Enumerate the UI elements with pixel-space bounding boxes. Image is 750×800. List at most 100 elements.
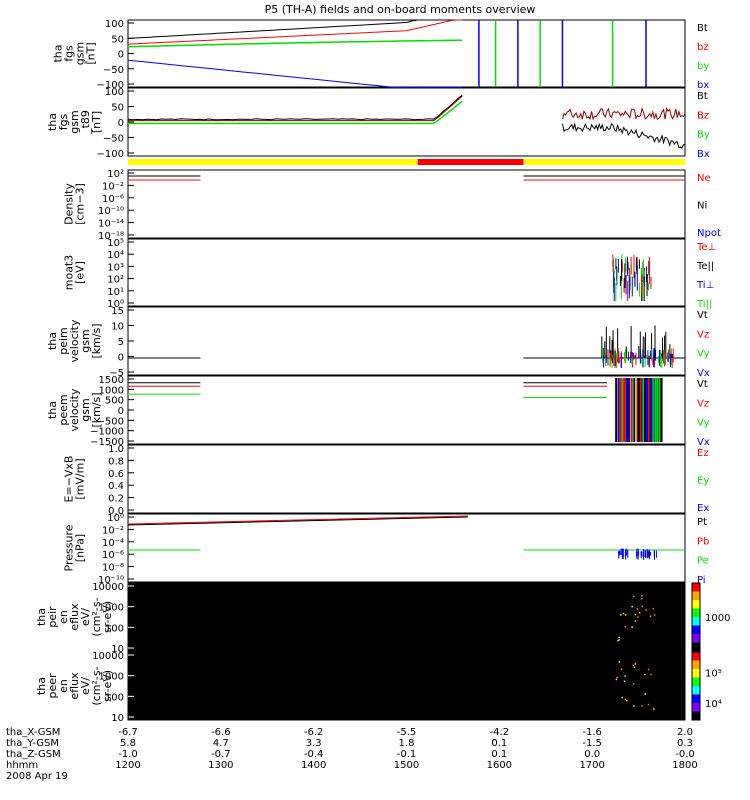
y-tick-label: 1500 (99, 375, 124, 386)
spectrogram-pixel (621, 696, 623, 699)
y-tick-label: 1000 (99, 603, 124, 614)
colorbar-segment (692, 694, 700, 704)
x-row-value: 3.3 (306, 738, 322, 749)
x-row-value: -6.2 (304, 727, 324, 738)
y-tick-label: −1000 (90, 427, 124, 438)
panels: 100500−50−100thafgsgsm[nT]Btbzbybx100500… (35, 19, 730, 724)
spectrogram-pixel (650, 673, 652, 676)
y-tick-label: 10000 (92, 651, 124, 662)
panel-2: 100 50 0 −50 −100 thafgsgsm_t89[nT] Bt Bz By Bx (46, 87, 710, 160)
y-axis-label-line: fgs (57, 113, 70, 130)
y-tick-label: 0 (118, 353, 124, 364)
spectrogram-pixel (618, 636, 620, 639)
legend-entry: Bt (697, 23, 708, 34)
mode-bar-burst (417, 159, 524, 165)
y-axis-label-line: [nT] (85, 42, 98, 64)
legend-entry: Ez (697, 448, 709, 459)
y-axis-label-line: eV/ (79, 608, 92, 626)
y-tick-label: 0 (118, 118, 124, 129)
y-tick-label: 50 (111, 103, 124, 114)
spectrogram-pixel (632, 682, 635, 685)
legend-entry: Npot (697, 228, 721, 239)
y-tick-label: 0.4 (108, 481, 124, 492)
spectrogram-pixel (624, 614, 627, 616)
y-axis-label-line: gsm (68, 110, 81, 133)
spectrogram-pixel (625, 699, 628, 702)
x-row-value: -4.2 (490, 727, 510, 738)
legend-entry: Ti|| (696, 299, 712, 310)
y-axis-label: thapeemvelocitygsm[km/s] (46, 388, 103, 431)
y-axis-label-line: Pressure (63, 524, 76, 571)
y-axis-label-line: [km/s] (90, 323, 103, 358)
x-row-value: -1.5 (582, 738, 602, 749)
legend-entry: Ne (697, 173, 711, 184)
y-axis-label: thafgsgsm_t89[nT] (46, 110, 103, 135)
y-axis-label: Density[cm−3] (63, 183, 87, 225)
legend-entry: Te⊥ (696, 242, 716, 253)
y-axis-label: thapeimvelocitygsm[km/s] (46, 319, 103, 362)
y-tick-label: 10 (111, 644, 124, 655)
y-tick-label: 10⁻⁶ (102, 550, 124, 561)
spectrogram-pixel (638, 611, 641, 614)
spectrogram-pixel (631, 605, 633, 608)
spectrogram-pixel (645, 609, 648, 611)
y-axis-label-line: tha (46, 401, 59, 419)
y-axis-label-line: en (57, 679, 70, 693)
plot-title: P5 (TH-A) fields and on-board moments ov… (265, 3, 536, 16)
trace-bx (127, 59, 463, 89)
legend-entry: Ni (697, 201, 707, 212)
spectrogram-pixel (633, 666, 636, 669)
trace-t89-bt (127, 94, 463, 121)
x-row-label: hhmm (6, 760, 38, 771)
y-axis-label-line: gsm (74, 42, 87, 65)
x-row-value: 1600 (487, 760, 512, 771)
x-row-value: -6.7 (118, 727, 138, 738)
y-tick-label: 10⁵ (107, 238, 124, 249)
legend-entry: Ex (697, 503, 709, 514)
legend-entry: Pb (697, 536, 709, 547)
spectrogram-pixel (641, 705, 643, 707)
y-tick-label: 0.2 (108, 494, 124, 505)
y-axis-label-line: peir (46, 606, 59, 628)
legend-entry: by (697, 61, 709, 72)
y-axis-label-line: (cm²-s- (90, 597, 103, 636)
y-tick-label: −50 (103, 65, 124, 76)
y-tick-label: 100 (105, 19, 124, 30)
x-row-label: tha_Z-GSM (6, 749, 61, 760)
y-tick-label: 0 (118, 406, 124, 417)
colorbar-tick-label: 10⁴ (705, 699, 722, 710)
trace-t89-noise-red (562, 106, 686, 121)
y-axis-label: thapeirenefluxeV/(cm²-s-sr-eV) (35, 597, 114, 636)
trace-by (127, 39, 463, 48)
x-row-value: -0.7 (211, 749, 231, 760)
spectrogram-pixel (647, 703, 650, 706)
x-row-label: tha_Y-GSM (6, 738, 59, 749)
panel-7: 1.00.8 0.60.4 0.20.0 E=−VxB[mV/m] Ez Ey Ex (63, 444, 710, 517)
y-axis-label-line: [nT] (90, 111, 103, 133)
x-row-value: 4.7 (213, 738, 229, 749)
x-row-value: 1300 (208, 760, 233, 771)
y-axis-label-line: [eV] (74, 261, 87, 284)
y-axis-label-line: en (57, 610, 70, 624)
legend-entry: Vt (697, 310, 708, 321)
y-axis-label: E=−VxB[mV/m] (63, 456, 87, 503)
y-tick-label: 10⁻¹⁴ (98, 219, 124, 230)
y-tick-label: 50 (111, 34, 124, 45)
colorbar-segment (692, 660, 700, 670)
legend-entry: Vt (697, 379, 708, 390)
panel-frame (127, 444, 686, 514)
y-tick-label: 10⁻² (102, 181, 124, 192)
spectrogram-pixel (634, 620, 636, 622)
y-tick-label: 10⁻¹⁰ (98, 206, 124, 217)
y-tick-label: 0 (118, 50, 124, 61)
x-row-value: 5.8 (120, 738, 136, 749)
spectrogram-pixel (615, 678, 618, 681)
panel-frame (127, 87, 686, 157)
y-axis-label-line: velocity (68, 388, 81, 431)
legend-entry: bz (697, 42, 709, 53)
y-tick-label: 0.0 (108, 506, 124, 517)
x-row-value: -6.6 (211, 727, 231, 738)
x-row-value: -1.0 (118, 749, 138, 760)
